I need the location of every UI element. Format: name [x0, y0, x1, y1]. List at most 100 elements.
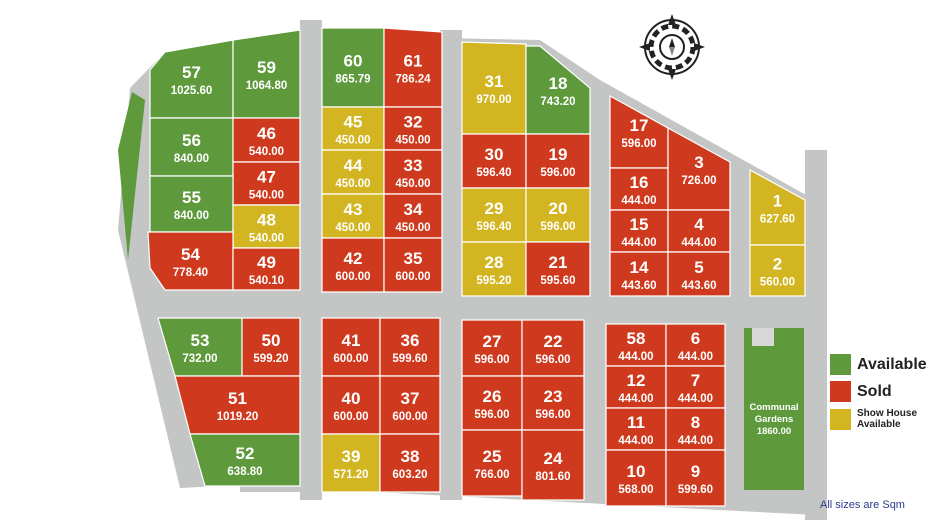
plot-15[interactable]: 15 444.00 [609, 209, 669, 253]
plot-60[interactable]: 60 865.79 [321, 27, 385, 108]
plot-56-number: 56 [182, 131, 201, 150]
plot-44[interactable]: 44 450.00 [321, 149, 385, 195]
plot-39[interactable]: 39 571.20 [321, 433, 381, 493]
plot-33-number: 33 [404, 156, 423, 175]
plot-34[interactable]: 34 450.00 [383, 193, 443, 239]
plot-3-size: 726.00 [681, 175, 716, 187]
plot-31-size: 970.00 [476, 94, 511, 106]
plot-58[interactable]: 58 444.00 [605, 323, 667, 367]
plot-40[interactable]: 40 600.00 [321, 375, 381, 435]
plot-9-shape[interactable] [665, 449, 726, 507]
plot-49-size: 540.10 [249, 275, 284, 287]
plot-44-size: 450.00 [335, 178, 370, 190]
plot-27[interactable]: 27 596.00 [461, 319, 523, 377]
plot-53[interactable]: 53 732.00 [157, 317, 243, 377]
plot-30[interactable]: 30 596.40 [461, 133, 527, 189]
plot-40-number: 40 [342, 389, 361, 408]
plot-31[interactable]: 31 970.00 [461, 41, 527, 135]
plot-54[interactable]: 54 778.40 [147, 231, 234, 291]
plot-4[interactable]: 4 444.00 [667, 209, 731, 253]
plot-14[interactable]: 14 443.60 [609, 251, 669, 297]
plot-38-shape[interactable] [379, 433, 441, 493]
plot-52[interactable]: 52 638.80 [189, 433, 301, 487]
plot-20[interactable]: 20 596.00 [525, 187, 591, 243]
legend-label-show-house-line1: Show House [857, 408, 918, 419]
plot-33[interactable]: 33 450.00 [383, 149, 443, 195]
plot-18-shape[interactable] [525, 45, 591, 135]
plot-43-size: 450.00 [335, 222, 370, 234]
plot-61[interactable]: 61 786.24 [383, 27, 443, 108]
plot-42-size: 600.00 [335, 271, 370, 283]
plot-18[interactable]: 18 743.20 [525, 45, 591, 135]
plot-35[interactable]: 35 600.00 [383, 237, 443, 293]
plot-28-size: 595.20 [476, 275, 511, 287]
plot-5-shape[interactable] [667, 251, 731, 297]
plot-58-number: 58 [627, 329, 646, 348]
plot-18-size: 743.20 [540, 96, 575, 108]
plot-25[interactable]: 25 766.00 [461, 429, 523, 497]
plot-22[interactable]: 22 596.00 [521, 319, 585, 377]
plot-21-number: 21 [549, 253, 568, 272]
plot-49-shape[interactable] [232, 247, 301, 291]
plot-32[interactable]: 32 450.00 [383, 106, 443, 151]
plot-61-number: 61 [404, 52, 423, 71]
plot-59-size: 1064.80 [246, 80, 288, 92]
plot-10[interactable]: 10 568.00 [605, 449, 667, 507]
plot-37[interactable]: 37 600.00 [379, 375, 441, 435]
plot-7[interactable]: 7 444.00 [665, 365, 726, 409]
plot-33-size: 450.00 [395, 178, 430, 190]
plot-35-shape[interactable] [383, 237, 443, 293]
plot-1-number: 1 [773, 192, 782, 211]
plot-24-shape[interactable] [521, 429, 585, 501]
plot-8[interactable]: 8 444.00 [665, 407, 726, 451]
plot-45[interactable]: 45 450.00 [321, 106, 385, 151]
plot-19[interactable]: 19 596.00 [525, 133, 591, 189]
plot-53-number: 53 [191, 331, 210, 350]
plot-35-size: 600.00 [395, 271, 430, 283]
plot-27-number: 27 [483, 332, 502, 351]
plot-26[interactable]: 26 596.00 [461, 375, 523, 431]
plot-47[interactable]: 47 540.00 [232, 161, 301, 206]
plot-12-size: 444.00 [618, 393, 653, 405]
plot-51[interactable]: 51 1019.20 [174, 375, 301, 435]
plot-50[interactable]: 50 599.20 [241, 317, 301, 377]
plot-48[interactable]: 48 540.00 [232, 204, 301, 249]
legend-swatch-available [830, 354, 851, 375]
plot-59[interactable]: 59 1064.80 [232, 29, 301, 119]
plot-43[interactable]: 43 450.00 [321, 193, 385, 239]
plot-41[interactable]: 41 600.00 [321, 317, 381, 377]
plot-21-shape[interactable] [525, 241, 591, 297]
plot-12[interactable]: 12 444.00 [605, 365, 667, 409]
plot-14-number: 14 [630, 258, 649, 277]
plot-55[interactable]: 55 840.00 [149, 175, 234, 233]
plot-34-number: 34 [404, 200, 423, 219]
plot-16[interactable]: 16 444.00 [609, 167, 669, 211]
plot-46[interactable]: 46 540.00 [232, 117, 301, 163]
plot-2[interactable]: 2 560.00 [749, 244, 806, 297]
plot-36[interactable]: 36 599.60 [379, 317, 441, 377]
plot-29[interactable]: 29 596.40 [461, 187, 527, 243]
plot-4-size: 444.00 [681, 237, 716, 249]
plot-57[interactable]: 57 1025.60 [149, 39, 234, 119]
plot-56[interactable]: 56 840.00 [149, 117, 234, 177]
plot-8-size: 444.00 [678, 435, 713, 447]
plot-1[interactable]: 1 627.60 [749, 168, 806, 246]
legend-swatch-show-house [830, 408, 851, 430]
plot-5[interactable]: 5 443.60 [667, 251, 731, 297]
plot-9[interactable]: 9 599.60 [665, 449, 726, 507]
plot-28[interactable]: 28 595.20 [461, 241, 527, 297]
plot-24[interactable]: 24 801.60 [521, 429, 585, 501]
plot-11[interactable]: 11 444.00 [605, 407, 667, 451]
plot-49[interactable]: 49 540.10 [232, 247, 301, 291]
plot-54-shape[interactable] [147, 231, 234, 291]
plot-3-number: 3 [694, 153, 703, 172]
plot-23[interactable]: 23 596.00 [521, 375, 585, 431]
plot-38[interactable]: 38 603.20 [379, 433, 441, 493]
plot-21[interactable]: 21 595.60 [525, 241, 591, 297]
plot-52-shape[interactable] [189, 433, 301, 487]
plot-42[interactable]: 42 600.00 [321, 237, 385, 293]
legend-swatch-sold [830, 381, 851, 402]
plot-2-shape[interactable] [749, 244, 806, 297]
plot-17[interactable]: 17 596.00 [609, 94, 669, 169]
plot-6[interactable]: 6 444.00 [665, 323, 726, 367]
